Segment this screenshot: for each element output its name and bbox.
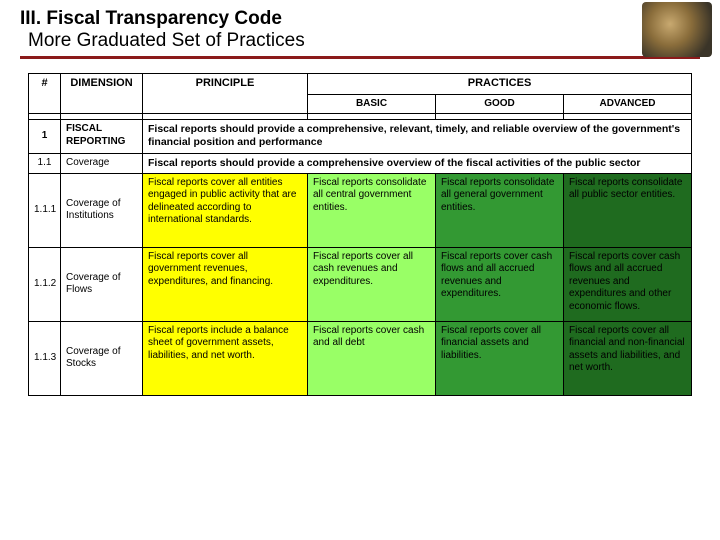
col-header-advanced: ADVANCED xyxy=(564,94,692,114)
header-row-1: # DIMENSION PRINCIPLE PRACTICES xyxy=(29,74,692,95)
col-header-dimension: DIMENSION xyxy=(61,74,143,114)
row-good: Fiscal reports cover all financial asset… xyxy=(436,321,564,395)
row-advanced: Fiscal reports consolidate all public se… xyxy=(564,173,692,247)
row-good: Fiscal reports cover cash flows and all … xyxy=(436,247,564,321)
subsection-row: 1.1 Coverage Fiscal reports should provi… xyxy=(29,153,692,173)
row-principle: Fiscal reports cover all government reve… xyxy=(143,247,308,321)
row-dimension: Coverage of Institutions xyxy=(61,173,143,247)
row-num: 1.1.2 xyxy=(29,247,61,321)
row-basic: Fiscal reports consolidate all central g… xyxy=(308,173,436,247)
section-num: 1 xyxy=(29,120,61,153)
table-row: 1.1.3 Coverage of Stocks Fiscal reports … xyxy=(29,321,692,395)
section-principle: Fiscal reports should provide a comprehe… xyxy=(143,120,692,153)
slide-header: III. Fiscal Transparency Code More Gradu… xyxy=(0,0,720,52)
col-header-basic: BASIC xyxy=(308,94,436,114)
row-principle: Fiscal reports include a balance sheet o… xyxy=(143,321,308,395)
title-line-2: More Graduated Set of Practices xyxy=(28,30,700,52)
row-basic: Fiscal reports cover all cash revenues a… xyxy=(308,247,436,321)
practices-table: # DIMENSION PRINCIPLE PRACTICES BASIC GO… xyxy=(28,73,692,396)
subsection-num: 1.1 xyxy=(29,153,61,173)
section-dimension: FISCAL REPORTING xyxy=(61,120,143,153)
table-row: 1.1.1 Coverage of Institutions Fiscal re… xyxy=(29,173,692,247)
row-num: 1.1.1 xyxy=(29,173,61,247)
title-line-1: III. Fiscal Transparency Code xyxy=(20,8,700,30)
col-header-good: GOOD xyxy=(436,94,564,114)
row-principle: Fiscal reports cover all entities engage… xyxy=(143,173,308,247)
row-advanced: Fiscal reports cover all financial and n… xyxy=(564,321,692,395)
row-good: Fiscal reports consolidate all general g… xyxy=(436,173,564,247)
row-dimension: Coverage of Flows xyxy=(61,247,143,321)
table-row: 1.1.2 Coverage of Flows Fiscal reports c… xyxy=(29,247,692,321)
row-basic: Fiscal reports cover cash and all debt xyxy=(308,321,436,395)
col-header-num: # xyxy=(29,74,61,114)
table-container: # DIMENSION PRINCIPLE PRACTICES BASIC GO… xyxy=(0,59,720,396)
row-num: 1.1.3 xyxy=(29,321,61,395)
row-dimension: Coverage of Stocks xyxy=(61,321,143,395)
col-header-principle: PRINCIPLE xyxy=(143,74,308,114)
row-advanced: Fiscal reports cover cash flows and all … xyxy=(564,247,692,321)
fad-logo xyxy=(642,2,712,57)
col-header-practices: PRACTICES xyxy=(308,74,692,95)
subsection-principle: Fiscal reports should provide a comprehe… xyxy=(143,153,692,173)
subsection-dimension: Coverage xyxy=(61,153,143,173)
section-row: 1 FISCAL REPORTING Fiscal reports should… xyxy=(29,120,692,153)
